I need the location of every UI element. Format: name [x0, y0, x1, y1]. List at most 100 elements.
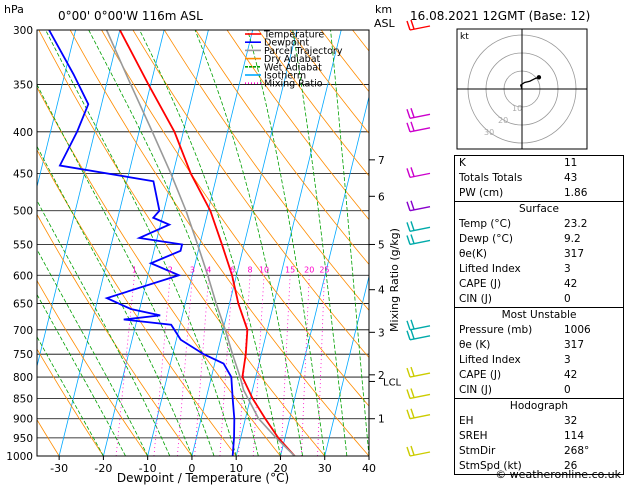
wind-barb-feather	[410, 200, 415, 210]
mixing-ratio-label: 4	[206, 265, 211, 274]
isotherm-line	[58, 30, 165, 456]
mixing-ratio-label: 2	[168, 265, 173, 274]
km-unit-label: km	[375, 3, 392, 16]
mixing-ratio-label: 20	[304, 265, 314, 274]
index-value: 3	[564, 263, 571, 275]
wind-barb-feather	[410, 388, 415, 398]
wind-barb-feather	[406, 320, 411, 331]
x-tick-label: -10	[139, 462, 157, 475]
hodograph-ring-label: 20	[498, 116, 508, 125]
km-tick-label: 2	[378, 370, 385, 382]
wet-adiabat-line	[37, 248, 149, 456]
wind-barb-feather	[406, 235, 411, 245]
unstable-row: CIN (J) 0	[455, 383, 623, 398]
unstable-section: Most Unstable Pressure (mb) 1006 θe (K) 317…	[455, 307, 623, 398]
wind-barb-feather	[406, 168, 411, 178]
mixing-ratio-line	[219, 275, 233, 456]
surface-row: CIN (J) 0	[455, 292, 623, 307]
km-tick-label: 4	[378, 285, 385, 297]
dry-adiabat-line	[258, 30, 369, 177]
index-label: θe(K)	[459, 248, 487, 260]
unstable-row: Lifted Index 3	[455, 353, 623, 368]
wind-barb-staff	[409, 372, 431, 378]
isotherm-line	[103, 30, 209, 456]
mixing-ratio-label: 6	[230, 265, 235, 274]
index-row: Totals Totals 43	[455, 171, 623, 186]
pressure-tick-label: 500	[13, 206, 33, 218]
wet-adiabat-line	[292, 30, 348, 456]
footer-credit[interactable]: © weatheronline.co.uk	[495, 468, 621, 481]
index-value: 43	[564, 172, 578, 184]
asl-unit-label: ASL	[374, 17, 396, 30]
legend-label: Dewpoint	[264, 38, 309, 49]
wet-adiabat-line	[37, 145, 193, 456]
hodograph-row: SREH 114	[455, 429, 623, 444]
km-tick-label: 7	[378, 155, 385, 167]
dry-adiabat-line	[226, 30, 369, 221]
hodograph-ring-label: 10	[512, 104, 522, 113]
pressure-tick-label: 600	[13, 270, 33, 282]
index-value: 1.86	[564, 187, 588, 199]
index-value: 11	[564, 157, 578, 169]
isotherm-line	[37, 30, 76, 189]
wind-barb-staff	[409, 451, 431, 457]
hodograph-row: StmSpd (kt) 26	[455, 459, 623, 474]
wet-adiabat-line	[194, 30, 303, 456]
surface-section: Surface Temp (°C) 23.2 Dewp (°C) 9.2 θe(K) 31…	[455, 201, 623, 307]
wind-barb	[406, 19, 431, 31]
mixing-ratio-axis-title: Mixing Ratio (g/kg)	[388, 228, 401, 332]
index-label: Totals Totals	[459, 172, 523, 184]
index-label: CIN (J)	[459, 293, 492, 305]
wind-barb-feather	[410, 167, 415, 177]
pressure-tick-label: 400	[13, 127, 33, 139]
wind-barb-staff	[409, 127, 431, 133]
pressure-unit-label: hPa	[4, 3, 24, 16]
plot-frame	[36, 29, 370, 457]
x-axis-title: Dewpoint / Temperature (°C)	[117, 471, 289, 485]
datetime-title: 16.08.2021 12GMT (Base: 12)	[410, 9, 590, 23]
wind-barb-feather	[406, 389, 411, 399]
index-label: CAPE (J)	[459, 278, 502, 290]
index-row: PW (cm) 1.86	[455, 186, 623, 201]
wind-barb-feather	[406, 222, 411, 232]
isotherm-line	[235, 30, 342, 456]
temperature-series-line	[119, 30, 296, 456]
index-value: 26	[564, 460, 578, 472]
legend-label: Wet Adiabat	[264, 62, 322, 73]
wind-barb-feather	[406, 20, 411, 31]
index-value: 0	[564, 384, 571, 396]
wind-barb-staff	[409, 206, 431, 212]
wind-barb-feather	[406, 122, 411, 133]
isotherm-line	[147, 30, 254, 456]
pressure-tick-label: 950	[13, 433, 33, 445]
wind-barb	[406, 366, 431, 378]
wet-adiabat-line	[45, 30, 237, 456]
index-label: CIN (J)	[459, 384, 492, 396]
km-tick-label: 1	[378, 414, 385, 426]
wind-barb-feather	[406, 109, 411, 119]
dry-adiabat-line	[38, 30, 326, 456]
dry-adiabat-line	[101, 30, 369, 407]
wind-barb	[406, 108, 431, 119]
dry-adiabat-line	[195, 30, 369, 266]
stability-indices-panel: K 11 Totals Totals 43 PW (cm) 1.86 Surface Te…	[454, 155, 624, 475]
lcl-label: LCL	[383, 377, 402, 388]
wind-barb-staff	[409, 239, 431, 246]
wet-adiabat-line	[88, 30, 259, 456]
wind-barb-feather	[406, 367, 411, 378]
legend-label: Dry Adiabat	[264, 54, 321, 65]
wind-barb	[406, 200, 431, 212]
index-label: EH	[459, 415, 474, 427]
wet-adiabat-line	[37, 336, 104, 456]
legend-label: Mixing Ratio	[264, 79, 323, 90]
unstable-title: Most Unstable	[501, 309, 577, 321]
hodograph-title: Hodograph	[509, 400, 569, 412]
wind-barb-staff	[409, 325, 431, 331]
wind-barb-feather	[410, 408, 415, 418]
wind-barb-staff	[409, 25, 431, 31]
wind-barb-feather	[410, 221, 415, 231]
pressure-tick-label: 850	[13, 393, 33, 405]
index-label: K	[459, 157, 466, 169]
wet-adiabat-line	[37, 293, 126, 456]
km-tick-label: 5	[378, 239, 385, 251]
